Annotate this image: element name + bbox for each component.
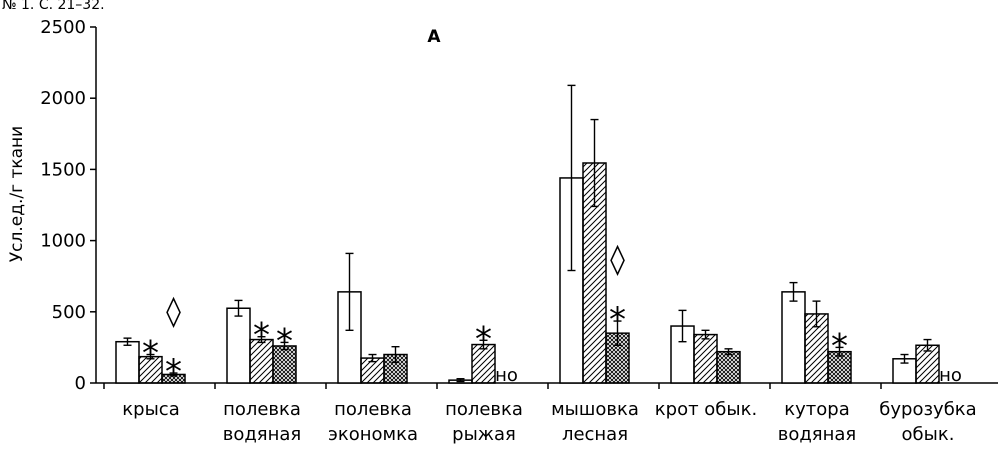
y-tick-label: 2000: [40, 88, 86, 109]
significance-mark: *: [609, 300, 626, 340]
x-category-label: бурозубка: [879, 399, 976, 420]
y-tick-label: 0: [75, 373, 86, 394]
significance-mark: *: [276, 321, 293, 361]
annotation-label: но: [939, 365, 962, 386]
bar: [226, 307, 251, 384]
x-category-label: рыжая: [452, 424, 516, 445]
x-category-label: крыса: [122, 399, 179, 420]
x-category-label: водяная: [223, 424, 302, 445]
x-category-label: полевка: [223, 399, 301, 420]
y-axis-label: Усл.ед./г ткани: [7, 126, 27, 262]
chart-title: А: [427, 27, 441, 47]
bar: [115, 340, 140, 384]
y-tick-label: 500: [52, 302, 86, 323]
bar: [716, 350, 741, 384]
x-category-label: кутора: [784, 399, 849, 420]
significance-mark: ◊: [610, 242, 625, 277]
y-tick-label: 1500: [40, 159, 86, 180]
bar: [693, 333, 718, 384]
y-tick-label: 2500: [40, 17, 86, 38]
significance-mark: *: [831, 326, 848, 366]
x-category-label: экономка: [328, 424, 418, 445]
x-category-label: мышовка: [551, 399, 639, 420]
header-text: № 1. С. 21–32.: [2, 0, 105, 13]
significance-mark: *: [142, 334, 159, 374]
x-category-label: полевка: [334, 399, 412, 420]
x-category-label: водяная: [778, 424, 857, 445]
x-category-label: обык.: [902, 424, 955, 445]
x-category-label: полевка: [445, 399, 523, 420]
significance-mark: *: [475, 319, 492, 359]
annotation-label: но: [495, 365, 518, 386]
significance-mark: *: [165, 352, 182, 392]
y-tick-label: 1000: [40, 231, 86, 252]
significance-mark: ◊: [166, 294, 181, 329]
x-category-label: крот обык.: [655, 399, 757, 420]
bar: [781, 291, 806, 384]
x-category-label: лесная: [562, 424, 628, 445]
significance-mark: *: [253, 316, 270, 356]
